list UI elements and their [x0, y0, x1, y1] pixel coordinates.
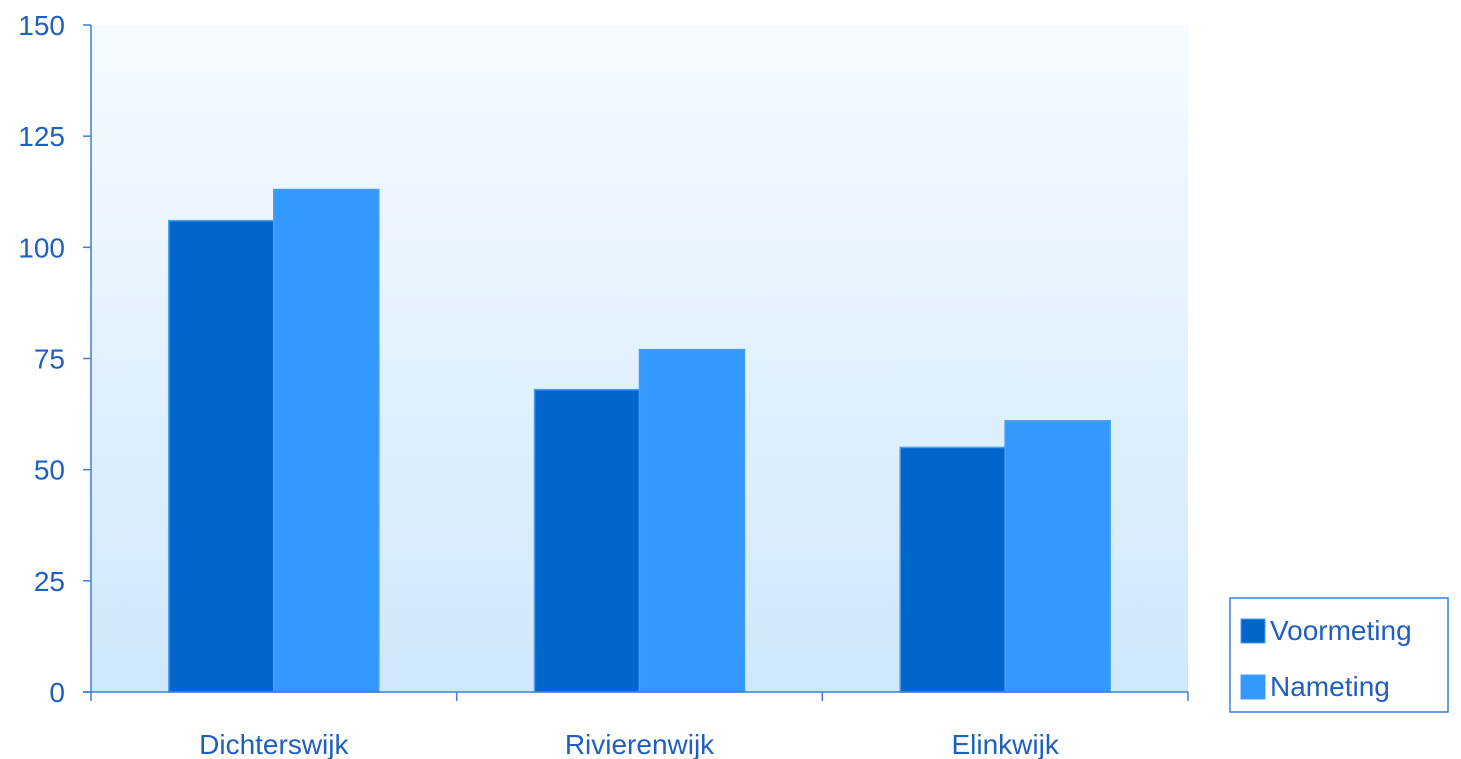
bar-nameting-dichterswijk	[273, 188, 380, 693]
bar-voormeting-dichterswijk	[168, 219, 275, 693]
legend-swatch-nameting	[1240, 674, 1266, 700]
y-tick-label: 150	[18, 10, 65, 41]
axes-layer	[83, 24, 1189, 701]
legend-swatch-voormeting	[1240, 618, 1266, 644]
y-tick-label: 125	[18, 121, 65, 152]
x-tick-label: Elinkwijk	[951, 729, 1059, 759]
y-tick-label: 25	[34, 566, 65, 597]
y-tick-label: 0	[49, 677, 65, 708]
bar-nameting-elinkwijk	[1004, 420, 1111, 693]
labels-layer: Dichterswijk Rivierenwijk Elinkwijk 0 25 50 75…	[18, 10, 1060, 759]
legend-label-nameting: Nameting	[1270, 671, 1390, 702]
bar-voormeting-rivierenwijk	[533, 388, 641, 693]
legend-box	[1229, 597, 1449, 713]
y-tick-label: 50	[34, 455, 65, 486]
y-tick-label: 100	[18, 232, 65, 263]
legend: Voormeting Nameting	[1229, 597, 1449, 713]
x-tick-label: Dichterswijk	[199, 729, 349, 759]
legend-label-voormeting: Voormeting	[1270, 615, 1412, 646]
bar-voormeting-elinkwijk	[899, 446, 1006, 693]
bars-layer	[168, 188, 1111, 693]
x-tick-label: Rivierenwijk	[565, 729, 715, 759]
y-tick-label: 75	[34, 344, 65, 375]
bar-nameting-rivierenwijk	[638, 348, 746, 693]
